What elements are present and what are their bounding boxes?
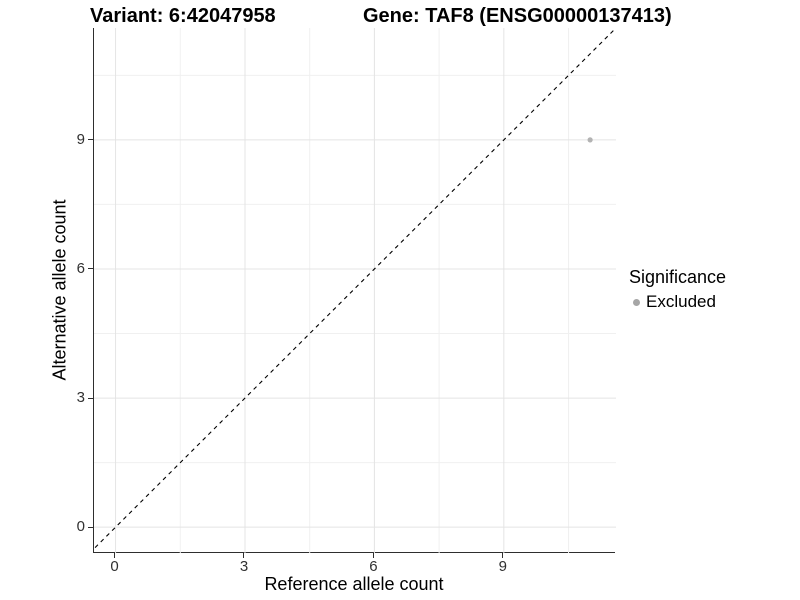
x-axis-title: Reference allele count xyxy=(264,574,444,594)
excluded-point-swatch xyxy=(633,298,640,306)
y-tick-label: 0 xyxy=(76,518,85,536)
legend-title: Significance xyxy=(629,267,727,287)
y-tick-mark xyxy=(88,526,93,528)
y-tick-mark xyxy=(88,397,93,399)
y-tick-label: 6 xyxy=(76,259,85,277)
x-tick-label: 3 xyxy=(239,558,249,575)
x-tick-label: 6 xyxy=(369,558,378,575)
x-tick-mark xyxy=(502,553,504,558)
x-tick-label: 9 xyxy=(498,558,507,575)
legend: Significance Excluded xyxy=(629,267,726,312)
scatter-plot-canvas xyxy=(94,28,616,553)
y-tick-label: 3 xyxy=(76,389,85,407)
y-tick-label: 9 xyxy=(76,130,85,148)
data-point-excluded xyxy=(587,137,593,143)
x-tick-mark xyxy=(372,553,374,558)
y-tick-mark xyxy=(88,268,93,270)
gene-title: Gene: TAF8 (ENSG00000137413) xyxy=(363,5,672,27)
identity-line xyxy=(94,28,616,550)
y-tick-mark xyxy=(88,139,93,141)
y-axis-title: Alternative allele count xyxy=(49,199,70,381)
variant-title: Variant: 6:42047958 xyxy=(90,5,276,27)
x-tick-mark xyxy=(243,553,245,558)
legend-item-label: Excluded xyxy=(646,292,716,311)
legend-item-excluded: Excluded xyxy=(629,292,726,312)
x-tick-mark xyxy=(114,553,116,558)
x-tick-label: 0 xyxy=(110,558,119,575)
plot-panel xyxy=(93,28,616,553)
